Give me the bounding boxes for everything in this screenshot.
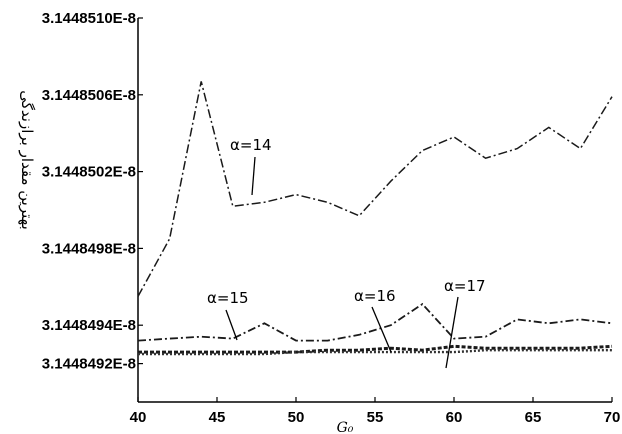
y-tick-label: 3.1448494E-8 [42,317,136,334]
y-tick-label: 3.1448498E-8 [42,240,136,257]
y-tick-label: 3.1448502E-8 [42,164,136,181]
annotation-pointer [445,296,459,369]
y-ticks: 3.1448492E-8 3.1448494E-8 3.1448498E-8 3.14… [42,10,143,373]
annotation-pointer [225,309,238,341]
x-axis-label: G₀ [337,420,354,434]
x-tick-label: 40 [130,409,147,426]
annotation-label: α=15 [207,289,249,307]
x-tick-label: 60 [446,409,463,426]
annotation-pointer [371,306,392,353]
series-line [138,349,612,356]
annotation-pointer [251,156,256,196]
series-line [137,302,613,342]
x-tick-label: 70 [604,409,621,426]
x-tick-label: 55 [367,409,384,426]
series-layer [137,81,613,356]
x-tick-label: 50 [288,409,305,426]
y-axis-label: بهترین مقدار برازندگی [18,90,36,229]
y-tick-label: 3.1448510E-8 [42,10,136,27]
y-tick-label: 3.1448506E-8 [42,87,136,104]
series-line [138,344,613,354]
x-tick-label: 65 [525,409,542,426]
annotation-label: α=14 [230,136,272,154]
annotations: α=14 α=15 α=16 α=17 [207,136,486,369]
x-tick-label: 45 [209,409,226,426]
series-line [137,81,613,297]
annotation-label: α=17 [444,277,486,295]
x-ticks: 40 45 50 55 60 65 70 [130,397,621,426]
y-tick-label: 3.1448492E-8 [42,356,136,373]
annotation-label: α=16 [354,287,396,305]
